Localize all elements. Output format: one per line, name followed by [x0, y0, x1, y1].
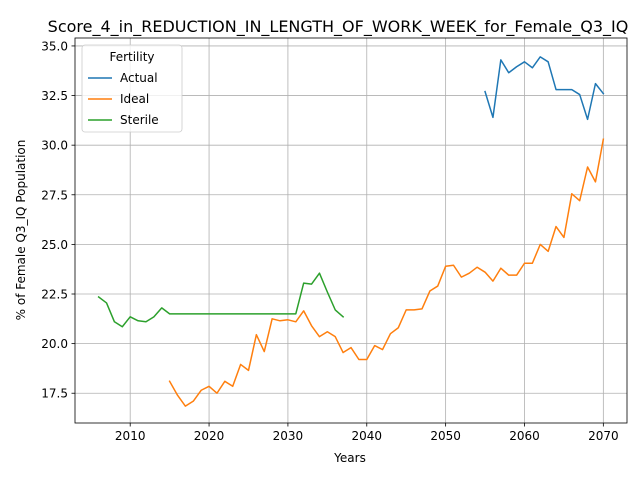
y-tick-label: 17.5 — [41, 387, 68, 401]
x-tick-label: 2070 — [588, 429, 619, 443]
y-tick-label: 27.5 — [41, 188, 68, 202]
legend-label-actual: Actual — [120, 71, 158, 85]
series-line-sterile — [97, 272, 345, 328]
axis-ticks: 2010 2020 2030 2040 2050 2060 2070 17.5 20.0 22.5… — [41, 39, 618, 443]
legend-box — [81, 44, 183, 133]
x-tick-label: 2040 — [351, 429, 382, 443]
gridlines — [75, 38, 627, 423]
x-tick-label: 2030 — [273, 429, 304, 443]
x-tick-label: 2050 — [430, 429, 461, 443]
x-tick-label: 2010 — [115, 429, 146, 443]
x-axis-label: Years — [333, 451, 366, 465]
legend: Fertility Actual Ideal Sterile — [81, 44, 183, 133]
series-line-actual — [484, 56, 605, 121]
y-tick-label: 32.5 — [41, 89, 68, 103]
series-line-ideal — [168, 138, 605, 407]
y-tick-label: 22.5 — [41, 288, 68, 302]
y-tick-label: 35.0 — [41, 39, 68, 53]
legend-label-ideal: Ideal — [120, 92, 149, 106]
y-tick-label: 20.0 — [41, 337, 68, 351]
plot-area-frame — [74, 37, 628, 424]
y-tick-label: 30.0 — [41, 139, 68, 153]
legend-title: Fertility — [109, 50, 154, 64]
x-tick-label: 2020 — [194, 429, 225, 443]
series-lines — [97, 56, 605, 407]
chart-title: Score_4_in_REDUCTION_IN_LENGTH_OF_WORK_W… — [48, 17, 629, 37]
y-axis-label: % of Female Q3_IQ Population — [14, 140, 28, 321]
x-tick-label: 2060 — [509, 429, 540, 443]
y-tick-label: 25.0 — [41, 238, 68, 252]
legend-label-sterile: Sterile — [120, 113, 159, 127]
